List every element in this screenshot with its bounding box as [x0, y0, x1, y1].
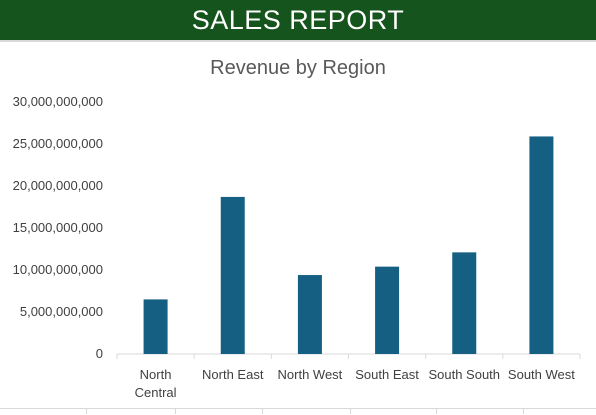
bar-4: [452, 252, 477, 354]
x-category-label: North East: [202, 367, 264, 382]
bar-3: [375, 266, 400, 354]
x-category-label: North: [140, 367, 172, 382]
x-category-label: North West: [278, 367, 343, 382]
chart-title: Revenue by Region: [210, 57, 386, 79]
y-tick-label: 5,000,000,000: [20, 304, 103, 319]
y-tick-label: 25,000,000,000: [13, 136, 103, 151]
bar-2: [297, 275, 322, 354]
header-divider: [0, 40, 596, 42]
footer-cell-divider: [175, 408, 176, 414]
x-category-label: Central: [135, 385, 177, 400]
x-category-label: South East: [355, 367, 419, 382]
x-category-label: South South: [428, 367, 500, 382]
bar-1: [220, 196, 245, 354]
y-tick-label: 10,000,000,000: [13, 262, 103, 277]
report-title: SALES REPORT: [191, 5, 405, 35]
footer-cell-divider: [86, 408, 87, 414]
footer-cell-divider: [262, 408, 263, 414]
footer-gridline: [0, 408, 596, 415]
y-tick-label: 0: [96, 346, 103, 361]
x-category-label: South West: [508, 367, 575, 382]
footer-cell-divider: [350, 408, 351, 414]
y-tick-label: 15,000,000,000: [13, 220, 103, 235]
report-header: SALES REPORT: [0, 0, 596, 40]
y-tick-label: 20,000,000,000: [13, 178, 103, 193]
bar-0: [143, 299, 168, 354]
footer-cell-divider: [436, 408, 437, 414]
bar-5: [529, 136, 554, 354]
y-tick-label: 30,000,000,000: [13, 94, 103, 109]
footer-cell-divider: [523, 408, 524, 414]
